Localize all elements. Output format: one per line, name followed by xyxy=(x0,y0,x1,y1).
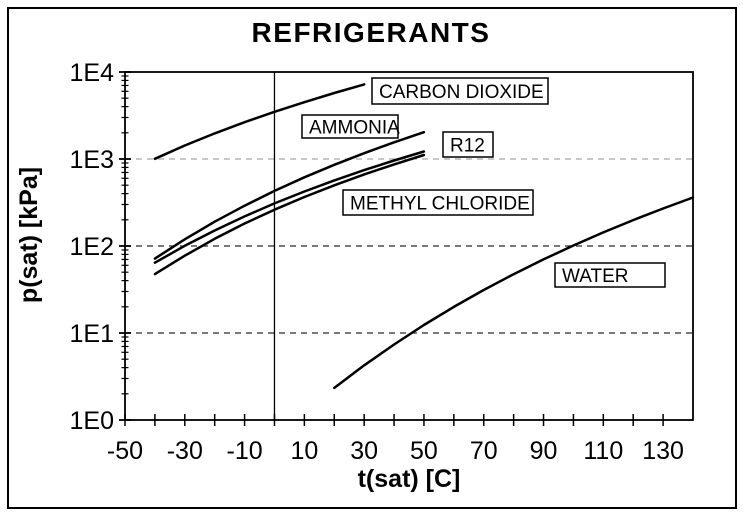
series-label-text: WATER xyxy=(562,266,629,287)
x-tick-label: -50 xyxy=(107,437,143,465)
y-tick-label: 1E4 xyxy=(70,59,115,87)
series-label-box xyxy=(554,262,666,288)
curve-carbon-dioxide xyxy=(153,83,366,161)
data-curves-layer xyxy=(153,83,695,390)
series-label-water: WATER xyxy=(554,262,666,288)
series-label-carbon-dioxide: CARBON DIOXIDE xyxy=(371,77,549,105)
series-label-text: CARBON DIOXIDE xyxy=(379,82,544,103)
curve-r12 xyxy=(153,150,426,264)
series-label-box xyxy=(342,189,534,216)
x-tick-label: 50 xyxy=(410,437,438,465)
plot-border xyxy=(124,71,694,421)
plot-border-layer xyxy=(124,71,694,421)
series-label-box xyxy=(442,131,494,158)
x-tick-label: -10 xyxy=(227,437,263,465)
series-label-text: METHYL CHLORIDE xyxy=(350,194,530,215)
curve-methyl-chloride xyxy=(153,153,426,276)
curve-ammonia xyxy=(153,130,426,260)
x-tick-label: 110 xyxy=(583,437,623,465)
x-tick-label: 90 xyxy=(530,437,558,465)
series-label-r12: R12 xyxy=(442,131,494,158)
series-label-methyl-chloride: METHYL CHLORIDE xyxy=(342,189,534,216)
series-label-ammonia: AMMONIA xyxy=(301,114,400,139)
x-axis-title: t(sat) [C] xyxy=(358,465,461,493)
x-tick-label: 10 xyxy=(290,437,318,465)
chart-title: REFRIGERANTS xyxy=(252,17,491,48)
gridlines-layer xyxy=(125,158,693,334)
x-tick-label: 130 xyxy=(642,437,684,465)
y-tick-label: 1E0 xyxy=(70,407,114,435)
series-labels-layer: CARBON DIOXIDE AMMONIA R12 METHYL CHLORIDE W… xyxy=(301,77,666,288)
x-tick-label: 30 xyxy=(350,437,378,465)
y-tick-label: 1E2 xyxy=(70,233,114,261)
series-label-text: R12 xyxy=(450,136,485,157)
axis-ticks-layer xyxy=(119,71,664,426)
curve-water xyxy=(333,196,695,390)
y-tick-label: 1E1 xyxy=(70,320,114,348)
tick-labels-layer: 1E0 1E1 1E2 1E3 1E4 -50 -30 -10 10 30 50 70 90 110 130 xyxy=(70,59,684,465)
series-label-text: AMMONIA xyxy=(309,118,400,139)
x-tick-label: -30 xyxy=(167,437,203,465)
y-axis-title: p(sat) [kPa] xyxy=(15,167,43,303)
figure-border xyxy=(7,7,737,509)
series-label-box xyxy=(371,77,549,105)
x-tick-label: 70 xyxy=(470,437,498,465)
y-tick-label: 1E3 xyxy=(70,146,114,174)
series-label-box xyxy=(301,114,399,139)
